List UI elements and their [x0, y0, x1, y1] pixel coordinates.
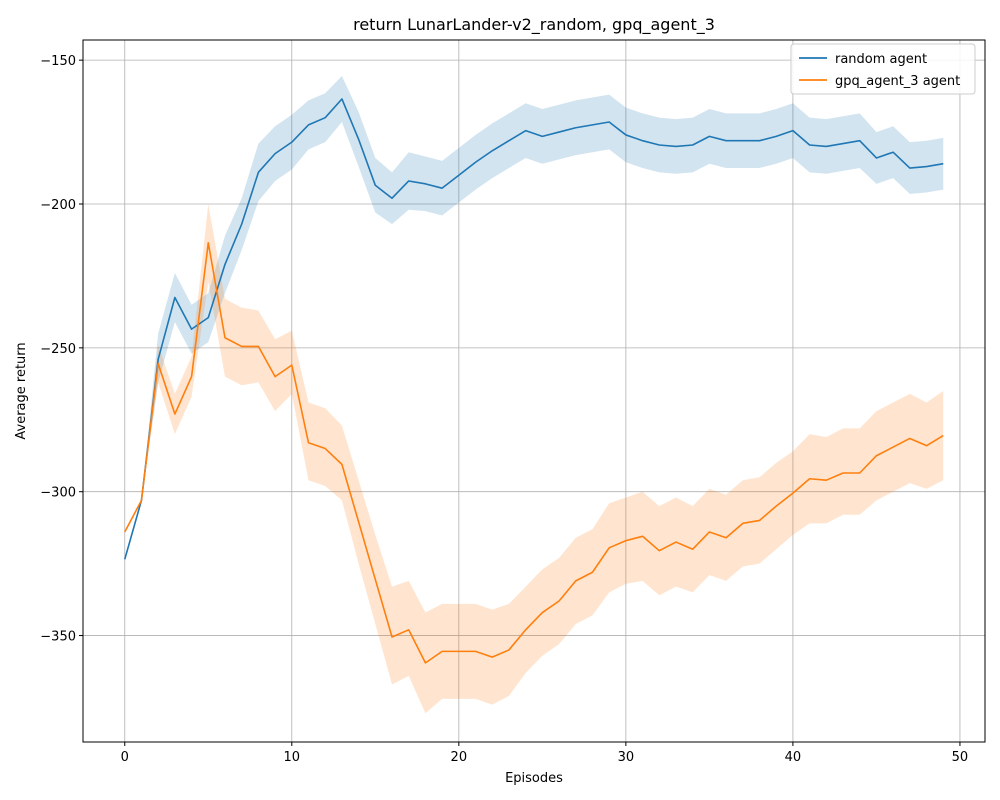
series-1-band: [124, 75, 944, 560]
x-tick-label: 0: [121, 750, 129, 765]
y-tick-label: −350: [40, 630, 76, 645]
y-axis-label: Average return: [14, 342, 29, 439]
legend-label-2: gpq_agent_3 agent: [835, 74, 960, 89]
series-2-line: [124, 242, 944, 664]
x-tick-label: 10: [284, 750, 301, 765]
grid-lines: [83, 40, 985, 742]
x-tick-label: 30: [618, 750, 635, 765]
legend: random agent gpq_agent_3 agent: [790, 43, 976, 95]
y-tick-label: −150: [40, 54, 76, 69]
series-1-line: [123, 98, 944, 560]
y-tick-label: −200: [40, 198, 76, 213]
legend-box: [790, 43, 976, 95]
x-axis-ticks: 0 10 20 30 40 50: [121, 742, 969, 765]
y-tick-label: −250: [40, 342, 76, 357]
legend-label-1: random agent: [835, 52, 927, 67]
x-axis-label: Episodes: [505, 771, 563, 786]
chart-title: return LunarLander-v2_random, gpq_agent_…: [353, 15, 715, 35]
x-tick-label: 40: [785, 750, 802, 765]
plot-frame: [82, 39, 986, 743]
series-lines: [123, 98, 944, 664]
x-tick-label: 50: [952, 750, 969, 765]
x-tick-label: 20: [451, 750, 468, 765]
y-tick-label: −300: [40, 486, 76, 501]
y-axis-ticks: −150 −200 −250 −300 −350: [40, 54, 83, 645]
